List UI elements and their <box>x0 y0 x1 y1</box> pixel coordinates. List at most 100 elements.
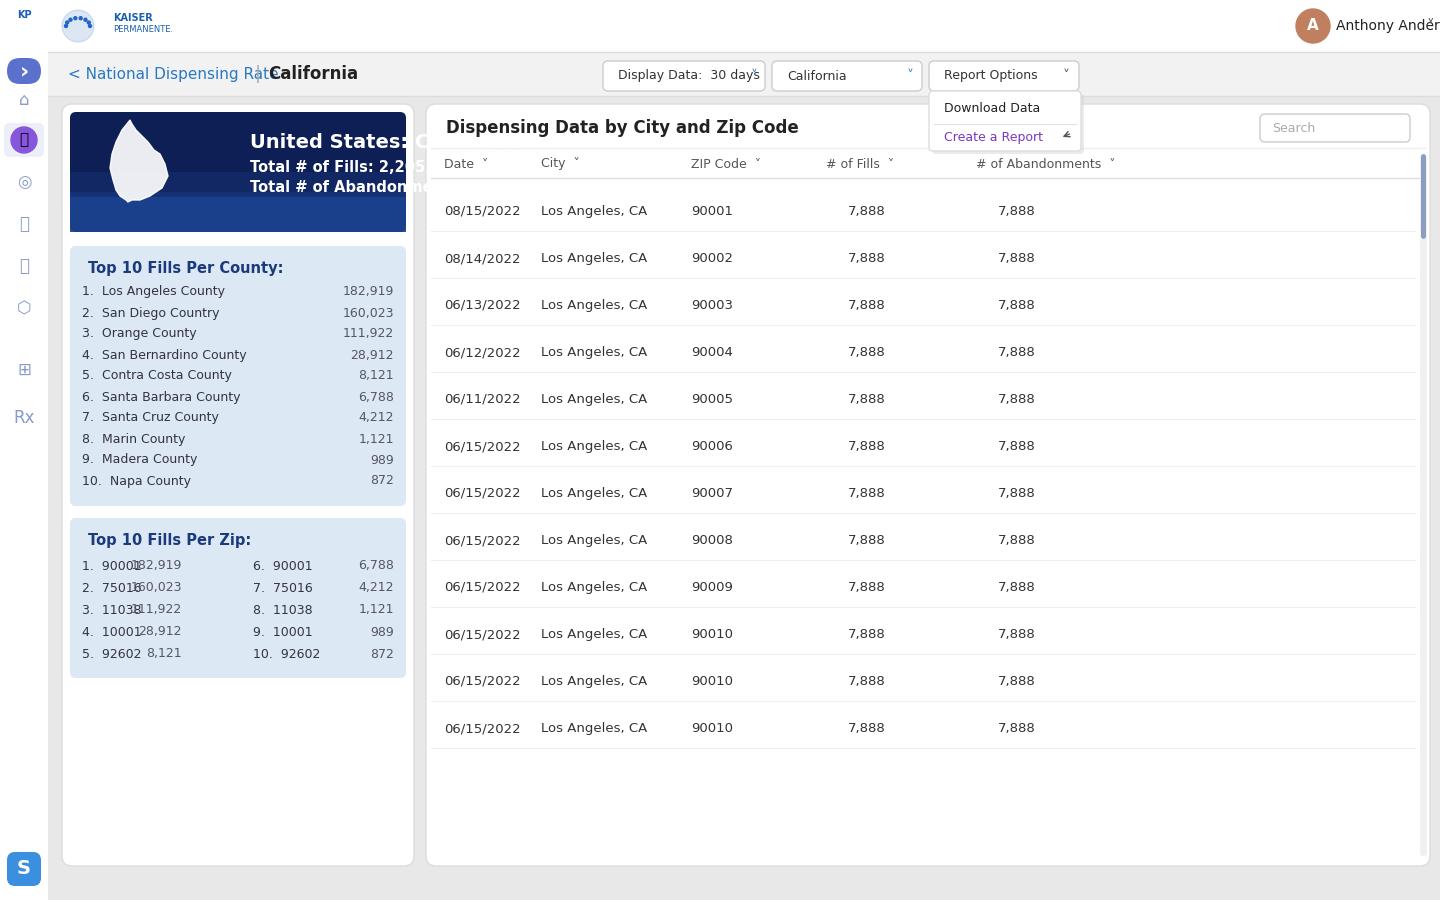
Text: Display Data:  30 days: Display Data: 30 days <box>618 69 760 83</box>
Text: 7,888: 7,888 <box>848 393 886 406</box>
Text: 7,888: 7,888 <box>848 534 886 547</box>
Text: ◎: ◎ <box>17 173 32 191</box>
Bar <box>71 172 406 232</box>
Text: Dispensing Data by City and Zip Code: Dispensing Data by City and Zip Code <box>446 119 799 137</box>
Text: Search: Search <box>1272 122 1315 134</box>
Text: ˅: ˅ <box>1063 69 1070 83</box>
Text: 8.  11038: 8. 11038 <box>253 604 312 617</box>
Text: 06/11/2022: 06/11/2022 <box>444 393 521 406</box>
Text: # of Abandonments  ˅: # of Abandonments ˅ <box>976 158 1116 170</box>
Text: 5.  92602: 5. 92602 <box>82 647 141 661</box>
Text: 6.  90001: 6. 90001 <box>253 560 312 572</box>
Text: 06/15/2022: 06/15/2022 <box>444 534 521 547</box>
Text: 989: 989 <box>370 626 395 638</box>
Text: 7,888: 7,888 <box>848 581 886 594</box>
Text: KAISER: KAISER <box>112 13 153 23</box>
Text: 6,788: 6,788 <box>359 391 395 403</box>
Text: 90010: 90010 <box>691 675 733 688</box>
Text: 7,888: 7,888 <box>998 722 1035 735</box>
Text: ⬡: ⬡ <box>17 299 32 317</box>
Text: 1.  Los Angeles County: 1. Los Angeles County <box>82 285 225 299</box>
Text: 6,788: 6,788 <box>359 560 395 572</box>
Text: 3.  Orange County: 3. Orange County <box>82 328 197 340</box>
Text: Los Angeles, CA: Los Angeles, CA <box>541 487 647 500</box>
Text: 160,023: 160,023 <box>131 581 181 595</box>
Text: < National Dispensing Rate: < National Dispensing Rate <box>68 67 278 82</box>
Text: 8,121: 8,121 <box>147 647 181 661</box>
Text: 9.  Madera County: 9. Madera County <box>82 454 197 466</box>
Text: 7,888: 7,888 <box>848 252 886 265</box>
Text: ˅: ˅ <box>1426 19 1434 33</box>
Text: 989: 989 <box>370 454 395 466</box>
Text: 7,888: 7,888 <box>998 299 1035 312</box>
Text: 06/13/2022: 06/13/2022 <box>444 299 521 312</box>
FancyBboxPatch shape <box>772 61 922 91</box>
Text: 2.  San Diego Country: 2. San Diego Country <box>82 307 219 320</box>
Text: 06/15/2022: 06/15/2022 <box>444 722 521 735</box>
Circle shape <box>65 24 68 28</box>
Text: ›: › <box>19 61 29 81</box>
Bar <box>53 5 163 47</box>
Text: United States: California: United States: California <box>251 132 521 151</box>
Text: Total # of Abandonments: 1,482,923: Total # of Abandonments: 1,482,923 <box>251 181 553 195</box>
Circle shape <box>1296 9 1331 43</box>
Text: Los Angeles, CA: Los Angeles, CA <box>541 205 647 218</box>
Bar <box>48 52 1440 96</box>
Text: 8,121: 8,121 <box>359 370 395 382</box>
Text: 06/15/2022: 06/15/2022 <box>444 581 521 594</box>
FancyBboxPatch shape <box>7 58 40 84</box>
Text: 7,888: 7,888 <box>848 205 886 218</box>
Circle shape <box>66 21 69 24</box>
Text: Los Angeles, CA: Los Angeles, CA <box>541 675 647 688</box>
Text: 06/15/2022: 06/15/2022 <box>444 628 521 641</box>
Text: |: | <box>255 65 261 83</box>
Text: 7,888: 7,888 <box>998 205 1035 218</box>
Text: Los Angeles, CA: Los Angeles, CA <box>541 393 647 406</box>
Text: 90009: 90009 <box>691 581 733 594</box>
Text: PERMANENTE.: PERMANENTE. <box>112 25 173 34</box>
Text: 6.  Santa Barbara County: 6. Santa Barbara County <box>82 391 240 403</box>
Text: 7,888: 7,888 <box>848 675 886 688</box>
Text: 08/15/2022: 08/15/2022 <box>444 205 521 218</box>
Circle shape <box>88 21 91 24</box>
Text: Los Angeles, CA: Los Angeles, CA <box>541 722 647 735</box>
Text: Los Angeles, CA: Los Angeles, CA <box>541 252 647 265</box>
Text: 4.  10001: 4. 10001 <box>82 626 141 638</box>
Text: Los Angeles, CA: Los Angeles, CA <box>541 299 647 312</box>
Text: 06/15/2022: 06/15/2022 <box>444 487 521 500</box>
Text: 4,212: 4,212 <box>359 581 395 595</box>
Text: California: California <box>788 69 847 83</box>
Text: Los Angeles, CA: Los Angeles, CA <box>541 534 647 547</box>
Circle shape <box>79 17 82 20</box>
Text: 872: 872 <box>370 474 395 488</box>
Text: City  ˅: City ˅ <box>541 158 580 170</box>
Text: 7.  75016: 7. 75016 <box>253 581 312 595</box>
Text: 7,888: 7,888 <box>998 581 1035 594</box>
Text: ˅: ˅ <box>750 69 757 83</box>
FancyBboxPatch shape <box>929 91 1081 151</box>
Text: 10.  Napa County: 10. Napa County <box>82 474 192 488</box>
Text: 7,888: 7,888 <box>998 440 1035 453</box>
Text: Download Data: Download Data <box>945 103 1040 115</box>
Circle shape <box>84 18 86 22</box>
Text: 90007: 90007 <box>691 487 733 500</box>
Text: 90010: 90010 <box>691 722 733 735</box>
Text: 06/12/2022: 06/12/2022 <box>444 346 521 359</box>
FancyBboxPatch shape <box>71 112 406 232</box>
Text: 9.  10001: 9. 10001 <box>253 626 312 638</box>
Text: 1,121: 1,121 <box>359 433 395 446</box>
Text: ˅: ˅ <box>907 69 913 83</box>
FancyBboxPatch shape <box>1421 154 1426 239</box>
Bar <box>71 197 406 232</box>
Text: 7,888: 7,888 <box>998 628 1035 641</box>
FancyBboxPatch shape <box>1260 114 1410 142</box>
Text: 7.  Santa Cruz County: 7. Santa Cruz County <box>82 411 219 425</box>
Text: 👤: 👤 <box>19 215 29 233</box>
Text: A: A <box>1308 19 1319 33</box>
Text: 1.  90001: 1. 90001 <box>82 560 141 572</box>
Text: Los Angeles, CA: Los Angeles, CA <box>541 628 647 641</box>
Text: # of Fills  ˅: # of Fills ˅ <box>827 158 894 170</box>
Text: 10.  92602: 10. 92602 <box>253 647 320 661</box>
Text: Anthony Anderson: Anthony Anderson <box>1336 19 1440 33</box>
Text: Create a Report: Create a Report <box>945 131 1043 145</box>
